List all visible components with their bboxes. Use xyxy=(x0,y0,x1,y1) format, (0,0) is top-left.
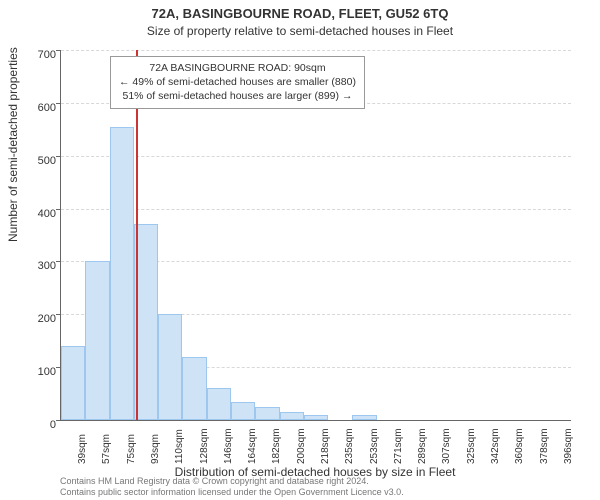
histogram-bar xyxy=(207,388,231,420)
xtick-label: 253sqm xyxy=(369,428,380,464)
xtick-label: 93sqm xyxy=(150,434,161,464)
ytick-mark xyxy=(56,209,61,210)
xtick-label: 110sqm xyxy=(174,429,185,464)
ytick-mark xyxy=(56,261,61,262)
histogram-bar xyxy=(280,412,304,420)
xtick-label: 128sqm xyxy=(199,428,210,464)
info-box-line: ← 49% of semi-detached houses are smalle… xyxy=(119,75,356,89)
ytick-mark xyxy=(56,103,61,104)
xtick-label: 325sqm xyxy=(466,428,477,464)
xtick-label: 235sqm xyxy=(344,428,355,464)
ytick-mark xyxy=(56,50,61,51)
xtick-label: 39sqm xyxy=(77,434,88,464)
footer-line2: Contains public sector information licen… xyxy=(60,487,404,498)
chart-container: 72A, BASINGBOURNE ROAD, FLEET, GU52 6TQ … xyxy=(0,0,600,500)
ytick-mark xyxy=(56,420,61,421)
histogram-bar xyxy=(110,127,134,420)
histogram-bar xyxy=(255,407,279,420)
ytick-label: 100 xyxy=(38,366,56,378)
xtick-label: 271sqm xyxy=(393,428,404,464)
xtick-label: 200sqm xyxy=(296,428,307,464)
xtick-label: 164sqm xyxy=(247,428,258,464)
histogram-bar xyxy=(352,415,376,420)
chart-title: 72A, BASINGBOURNE ROAD, FLEET, GU52 6TQ xyxy=(0,6,600,21)
histogram-bar xyxy=(231,402,255,421)
xtick-label: 360sqm xyxy=(514,428,525,464)
ytick-label: 700 xyxy=(38,49,56,61)
y-axis-label: Number of semi-detached properties xyxy=(6,50,20,420)
xtick-label: 378sqm xyxy=(539,428,550,464)
info-box: 72A BASINGBOURNE ROAD: 90sqm← 49% of sem… xyxy=(110,56,365,109)
ytick-label: 600 xyxy=(38,102,56,114)
ytick-mark xyxy=(56,156,61,157)
xtick-label: 307sqm xyxy=(441,428,452,464)
xtick-label: 396sqm xyxy=(563,428,574,464)
xtick-label: 289sqm xyxy=(417,428,428,464)
ytick-label: 0 xyxy=(50,419,56,431)
histogram-bar xyxy=(85,261,109,420)
chart-subtitle: Size of property relative to semi-detach… xyxy=(0,24,600,38)
xtick-label: 75sqm xyxy=(126,434,137,464)
ytick-label: 400 xyxy=(38,208,56,220)
histogram-bar xyxy=(182,357,206,420)
ytick-mark xyxy=(56,314,61,315)
xtick-label: 57sqm xyxy=(101,434,112,464)
footer-attribution: Contains HM Land Registry data © Crown c… xyxy=(60,476,404,498)
ytick-label: 300 xyxy=(38,260,56,272)
histogram-bar xyxy=(61,346,85,420)
footer-line1: Contains HM Land Registry data © Crown c… xyxy=(60,476,404,487)
info-box-line: 51% of semi-detached houses are larger (… xyxy=(119,89,356,103)
ytick-label: 200 xyxy=(38,313,56,325)
histogram-bar xyxy=(304,415,328,420)
xtick-label: 182sqm xyxy=(271,428,282,464)
histogram-bar xyxy=(158,314,182,420)
xtick-label: 146sqm xyxy=(223,428,234,464)
xtick-label: 218sqm xyxy=(320,428,331,464)
info-box-line: 72A BASINGBOURNE ROAD: 90sqm xyxy=(119,61,356,75)
ytick-label: 500 xyxy=(38,155,56,167)
xtick-label: 342sqm xyxy=(490,428,501,464)
